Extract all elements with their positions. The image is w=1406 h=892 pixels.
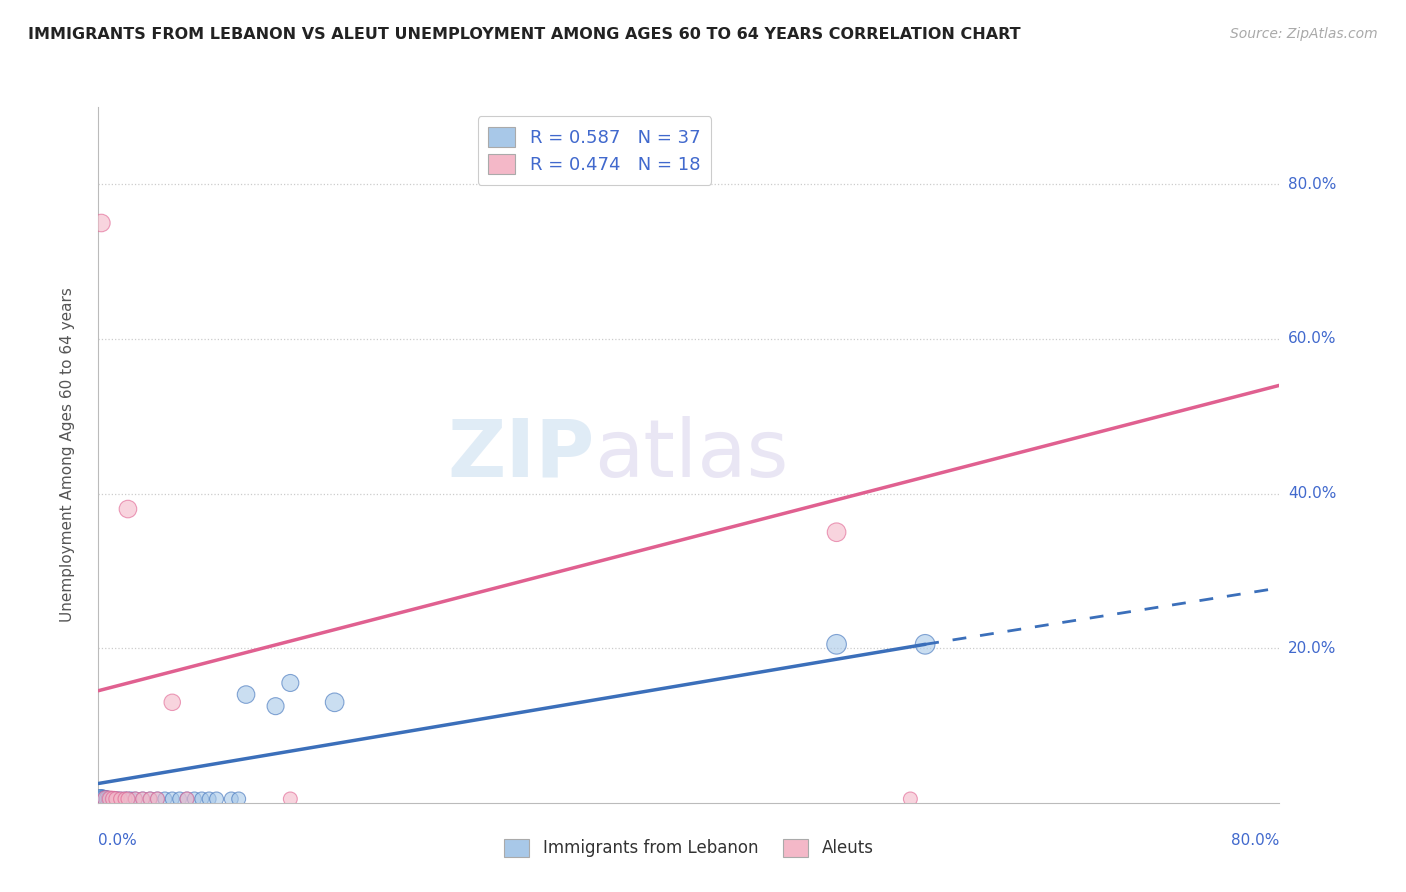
Point — [323, 695, 346, 709]
Y-axis label: Unemployment Among Ages 60 to 64 years: Unemployment Among Ages 60 to 64 years — [60, 287, 75, 623]
Point — [278, 676, 302, 690]
Text: 20.0%: 20.0% — [1288, 640, 1336, 656]
Point — [120, 792, 142, 806]
Point — [117, 502, 139, 516]
Text: Source: ZipAtlas.com: Source: ZipAtlas.com — [1230, 27, 1378, 41]
Text: ZIP: ZIP — [447, 416, 595, 494]
Point — [139, 792, 162, 806]
Text: 80.0%: 80.0% — [1288, 177, 1336, 192]
Point — [90, 792, 112, 806]
Point — [169, 792, 191, 806]
Point — [205, 792, 228, 806]
Point — [100, 792, 122, 806]
Point — [91, 792, 114, 806]
Point — [132, 792, 155, 806]
Point — [191, 792, 214, 806]
Point — [146, 792, 169, 806]
Point — [278, 792, 302, 806]
Point — [162, 695, 183, 709]
Point — [132, 792, 155, 806]
Point — [94, 792, 117, 806]
Point — [117, 792, 139, 806]
Point — [93, 792, 115, 806]
Point — [124, 792, 146, 806]
Point — [900, 792, 922, 806]
Point — [825, 525, 848, 540]
Text: 80.0%: 80.0% — [1232, 832, 1279, 847]
Point — [114, 792, 136, 806]
Point — [162, 792, 183, 806]
Point — [114, 792, 136, 806]
Point — [235, 688, 257, 702]
Text: IMMIGRANTS FROM LEBANON VS ALEUT UNEMPLOYMENT AMONG AGES 60 TO 64 YEARS CORRELAT: IMMIGRANTS FROM LEBANON VS ALEUT UNEMPLO… — [28, 27, 1021, 42]
Text: 40.0%: 40.0% — [1288, 486, 1336, 501]
Point — [117, 792, 139, 806]
Text: 0.0%: 0.0% — [98, 832, 138, 847]
Point — [124, 792, 146, 806]
Point — [914, 637, 936, 651]
Point — [146, 792, 169, 806]
Point — [264, 699, 287, 714]
Point — [105, 792, 128, 806]
Point — [825, 637, 848, 651]
Point — [103, 792, 125, 806]
Point — [110, 792, 132, 806]
Point — [98, 792, 121, 806]
Legend: Immigrants from Lebanon, Aleuts: Immigrants from Lebanon, Aleuts — [498, 832, 880, 864]
Point — [153, 792, 176, 806]
Point — [176, 792, 198, 806]
Point — [183, 792, 205, 806]
Point — [198, 792, 221, 806]
Point — [110, 792, 132, 806]
Point — [97, 792, 120, 806]
Point — [219, 792, 242, 806]
Point — [104, 792, 127, 806]
Text: atlas: atlas — [595, 416, 789, 494]
Text: 60.0%: 60.0% — [1288, 332, 1336, 346]
Point — [176, 792, 198, 806]
Point — [89, 792, 111, 806]
Point — [103, 792, 125, 806]
Point — [107, 792, 129, 806]
Point — [94, 792, 117, 806]
Point — [90, 216, 112, 230]
Point — [105, 792, 128, 806]
Point — [228, 792, 250, 806]
Point — [139, 792, 162, 806]
Point — [98, 792, 121, 806]
Point — [96, 792, 118, 806]
